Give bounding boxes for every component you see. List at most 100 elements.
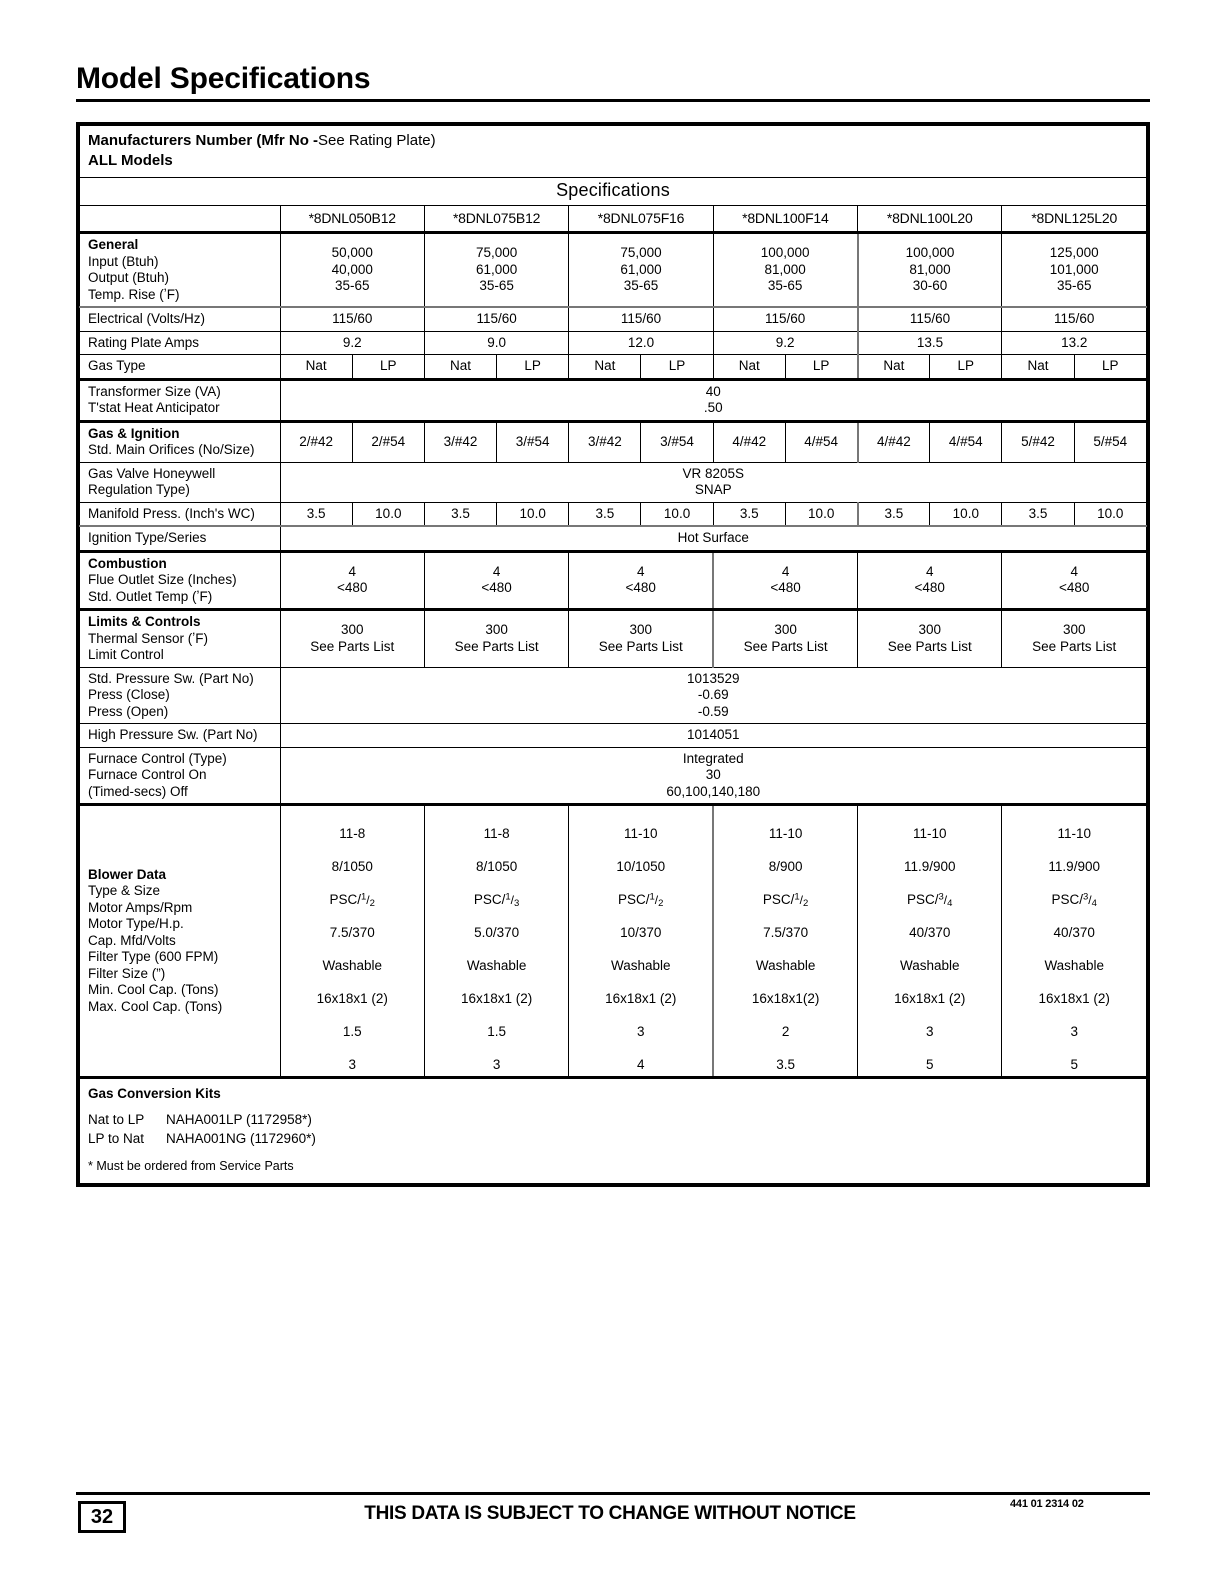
blower-3-motor-amps-rpm: 10/1050 [616, 858, 666, 874]
combustion-value-1: 4 <480 [279, 549, 425, 610]
blower-4-filter-type: Washable [755, 957, 816, 973]
gas-valve-value: VR 8205S SNAP [279, 461, 1148, 503]
blower-5-hp-num: 3 [938, 890, 944, 902]
blower-6-hp-base: PSC/ [1051, 891, 1083, 907]
blower-5-max-cool: 5 [925, 1056, 934, 1072]
ignition-type-label: Ignition Type/Series [79, 525, 281, 552]
gas-ignition-sublabel: Std. Main Orifices (No/Size) [88, 442, 255, 457]
title-underline [76, 99, 1150, 102]
blower-1-motor-amps-rpm: 8/1050 [331, 858, 373, 874]
blower-5-filter-type: Washable [899, 957, 960, 973]
blower-2-filter-size: 16x18x1 (2) [460, 990, 533, 1006]
blower-6-motor-type-hp: PSC/3/4 [1051, 890, 1097, 909]
orifice-value-2: 2/#54 [351, 419, 425, 463]
rating-plate-amps-value-6: 13.2 [1001, 330, 1147, 355]
blower-label-filter-size: Filter Size (”) [88, 965, 166, 981]
blower-5-cap-mfd-volts: 40/370 [909, 924, 951, 940]
blower-1-max-cool: 3 [348, 1056, 356, 1072]
manifold-value-1: 3.5 [279, 501, 353, 527]
blower-6-filter-type: Washable [1044, 957, 1104, 973]
blower-1-hp-num: 1 [361, 890, 367, 902]
gck-direction-2: LP to Nat [88, 1131, 145, 1146]
blower-6-cap-mfd-volts: 40/370 [1053, 924, 1095, 940]
manifold-value-9: 3.5 [856, 501, 931, 527]
blower-6-hp-num: 3 [1082, 890, 1089, 902]
blower-label-type-size: Type & Size [88, 883, 161, 899]
ignition-type-value: Hot Surface [279, 525, 1148, 552]
blower-4-type-size: 11-10 [768, 825, 803, 841]
general-label-output: Output (Btuh) [88, 270, 170, 285]
high-pressure-sw-label: High Pressure Sw. (Part No) [79, 723, 281, 748]
manifold-value-4: 10.0 [496, 501, 570, 527]
blower-6-type-size: 11-10 [1057, 825, 1091, 841]
row-electrical: Electrical (Volts/Hz) 115/60 115/60 115/… [79, 306, 1147, 332]
limits-heading: Limits & Controls [88, 614, 201, 629]
electrical-value-5: 115/60 [856, 306, 1003, 332]
gck-direction-1: Nat to LP [88, 1112, 145, 1127]
gas-type-value-4: LP [496, 354, 570, 380]
furnace-control-value: Integrated 30 60,100,140,180 [279, 746, 1148, 805]
gas-conversion-kits-heading: Gas Conversion Kits [88, 1086, 221, 1101]
blower-3-filter-size: 16x18x1 (2) [605, 990, 677, 1006]
orifice-value-3: 3/#42 [423, 419, 498, 463]
combustion-label-temp: Std. Outlet Temp (ʼF) [88, 588, 213, 604]
blower-column-5: 11-10 11.9/900 PSC/3/4 40/370 Washable 1… [857, 803, 1003, 1078]
model-header-3: *8DNL075F16 [568, 204, 714, 233]
rating-plate-amps-value-1: 9.2 [279, 330, 425, 355]
blower-3-hp-den: 2 [658, 897, 664, 909]
blower-column-2: 11-8 8/1050 PSC/1/3 5.0/370 Washable 16x… [423, 803, 570, 1078]
blower-column-6: 11-10 11.9/900 PSC/3/4 40/370 Washable 1… [1001, 803, 1147, 1078]
std-pressure-sw-value: 1013529 -0.69 -0.59 [279, 666, 1148, 724]
combustion-value-2: 4 <480 [423, 549, 570, 610]
blower-column-1: 11-8 8/1050 PSC/1/2 7.5/370 Washable 16x… [279, 803, 425, 1078]
blower-2-type-size: 11-8 [483, 825, 510, 841]
row-gas-conversion-kits: Gas Conversion Kits Nat to LP NAHA001LP (… [79, 1076, 1147, 1184]
row-blower-data: Blower Data Type & Size Motor Amps/Rpm Moto… [79, 803, 1147, 1078]
row-ignition-type: Ignition Type/Series Hot Surface [79, 525, 1148, 552]
blower-label-filter-type: Filter Type (600 FPM) [88, 949, 219, 965]
gas-conversion-kit-row-2: LP to Nat NAHA001NG (1172960*) [88, 1130, 1146, 1149]
combustion-label: Combustion Flue Outlet Size (Inches) Std. … [79, 549, 281, 610]
electrical-value-3: 115/60 [568, 306, 714, 332]
limits-value-6: 300 See Parts List [1001, 608, 1147, 668]
gas-type-value-10: LP [929, 354, 1003, 380]
combustion-value-5: 4 <480 [857, 549, 1003, 610]
mfr-number-line2: ALL Models [88, 152, 173, 169]
gas-type-value-9: Nat [856, 354, 931, 380]
row-std-pressure-switch: Std. Pressure Sw. (Part No) Press (Close… [79, 666, 1148, 724]
general-value-5: 100,000 81,000 30-60 [856, 231, 1003, 308]
gas-valve-label: Gas Valve Honeywell Regulation Type) [79, 461, 281, 503]
blower-1-filter-size: 16x18x1 (2) [316, 990, 388, 1006]
electrical-value-1: 115/60 [279, 306, 425, 332]
transformer-value: 40 .50 [279, 377, 1148, 422]
limits-value-1: 300 See Parts List [279, 608, 425, 668]
table-header-mfr-row: Manufacturers Number (Mfr No -See Rating… [79, 125, 1147, 178]
electrical-value-4: 115/60 [712, 306, 859, 332]
manifold-value-6: 10.0 [640, 501, 714, 527]
model-header-5: *8DNL100L20 [857, 204, 1003, 233]
row-gas-ignition: Gas & Ignition Std. Main Orifices (No/Siz… [79, 419, 1148, 463]
blower-5-motor-type-hp: PSC/3/4 [906, 890, 953, 909]
row-gas-type: Gas Type Nat LP Nat LP Nat LP Nat LP Nat… [79, 354, 1148, 380]
manifold-value-2: 10.0 [351, 501, 425, 527]
gas-type-value-11: Nat [1001, 354, 1075, 380]
blower-2-motor-type-hp: PSC/1/3 [473, 890, 520, 909]
blower-5-filter-size: 16x18x1 (2) [894, 990, 966, 1006]
page-title: Model Specifications [76, 62, 371, 95]
general-value-4: 100,000 81,000 35-65 [712, 231, 859, 308]
blower-4-motor-amps-rpm: 8/900 [768, 858, 803, 874]
mfr-number-line1-light: See Rating Plate) [318, 132, 436, 149]
document-code: 441 01 2314 02 [1010, 1498, 1084, 1510]
rating-plate-amps-value-3: 12.0 [568, 330, 714, 355]
limits-label: Limits & Controls Thermal Sensor (ʼF) Limi… [79, 608, 281, 668]
blower-6-hp-den: 4 [1091, 897, 1097, 909]
limits-value-2: 300 See Parts List [423, 608, 570, 668]
manifold-value-11: 3.5 [1001, 501, 1075, 527]
blower-4-hp-base: PSC/ [762, 891, 795, 907]
row-limits-controls: Limits & Controls Thermal Sensor (ʼF) Limi… [79, 608, 1147, 668]
row-furnace-control: Furnace Control (Type) Furnace Control O… [79, 746, 1148, 805]
gas-conversion-kit-row-1: Nat to LP NAHA001LP (1172958*) [88, 1111, 1146, 1130]
gas-type-value-2: LP [351, 354, 425, 380]
high-pressure-sw-value: 1014051 [279, 723, 1148, 748]
blower-4-cap-mfd-volts: 7.5/370 [763, 924, 809, 940]
